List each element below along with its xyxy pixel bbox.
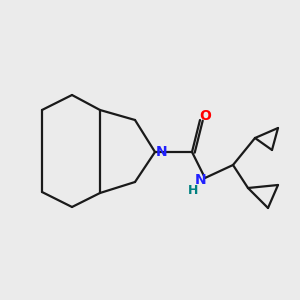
Text: N: N bbox=[156, 145, 168, 159]
Text: O: O bbox=[199, 109, 211, 123]
Text: H: H bbox=[188, 184, 198, 197]
Text: N: N bbox=[195, 173, 207, 187]
